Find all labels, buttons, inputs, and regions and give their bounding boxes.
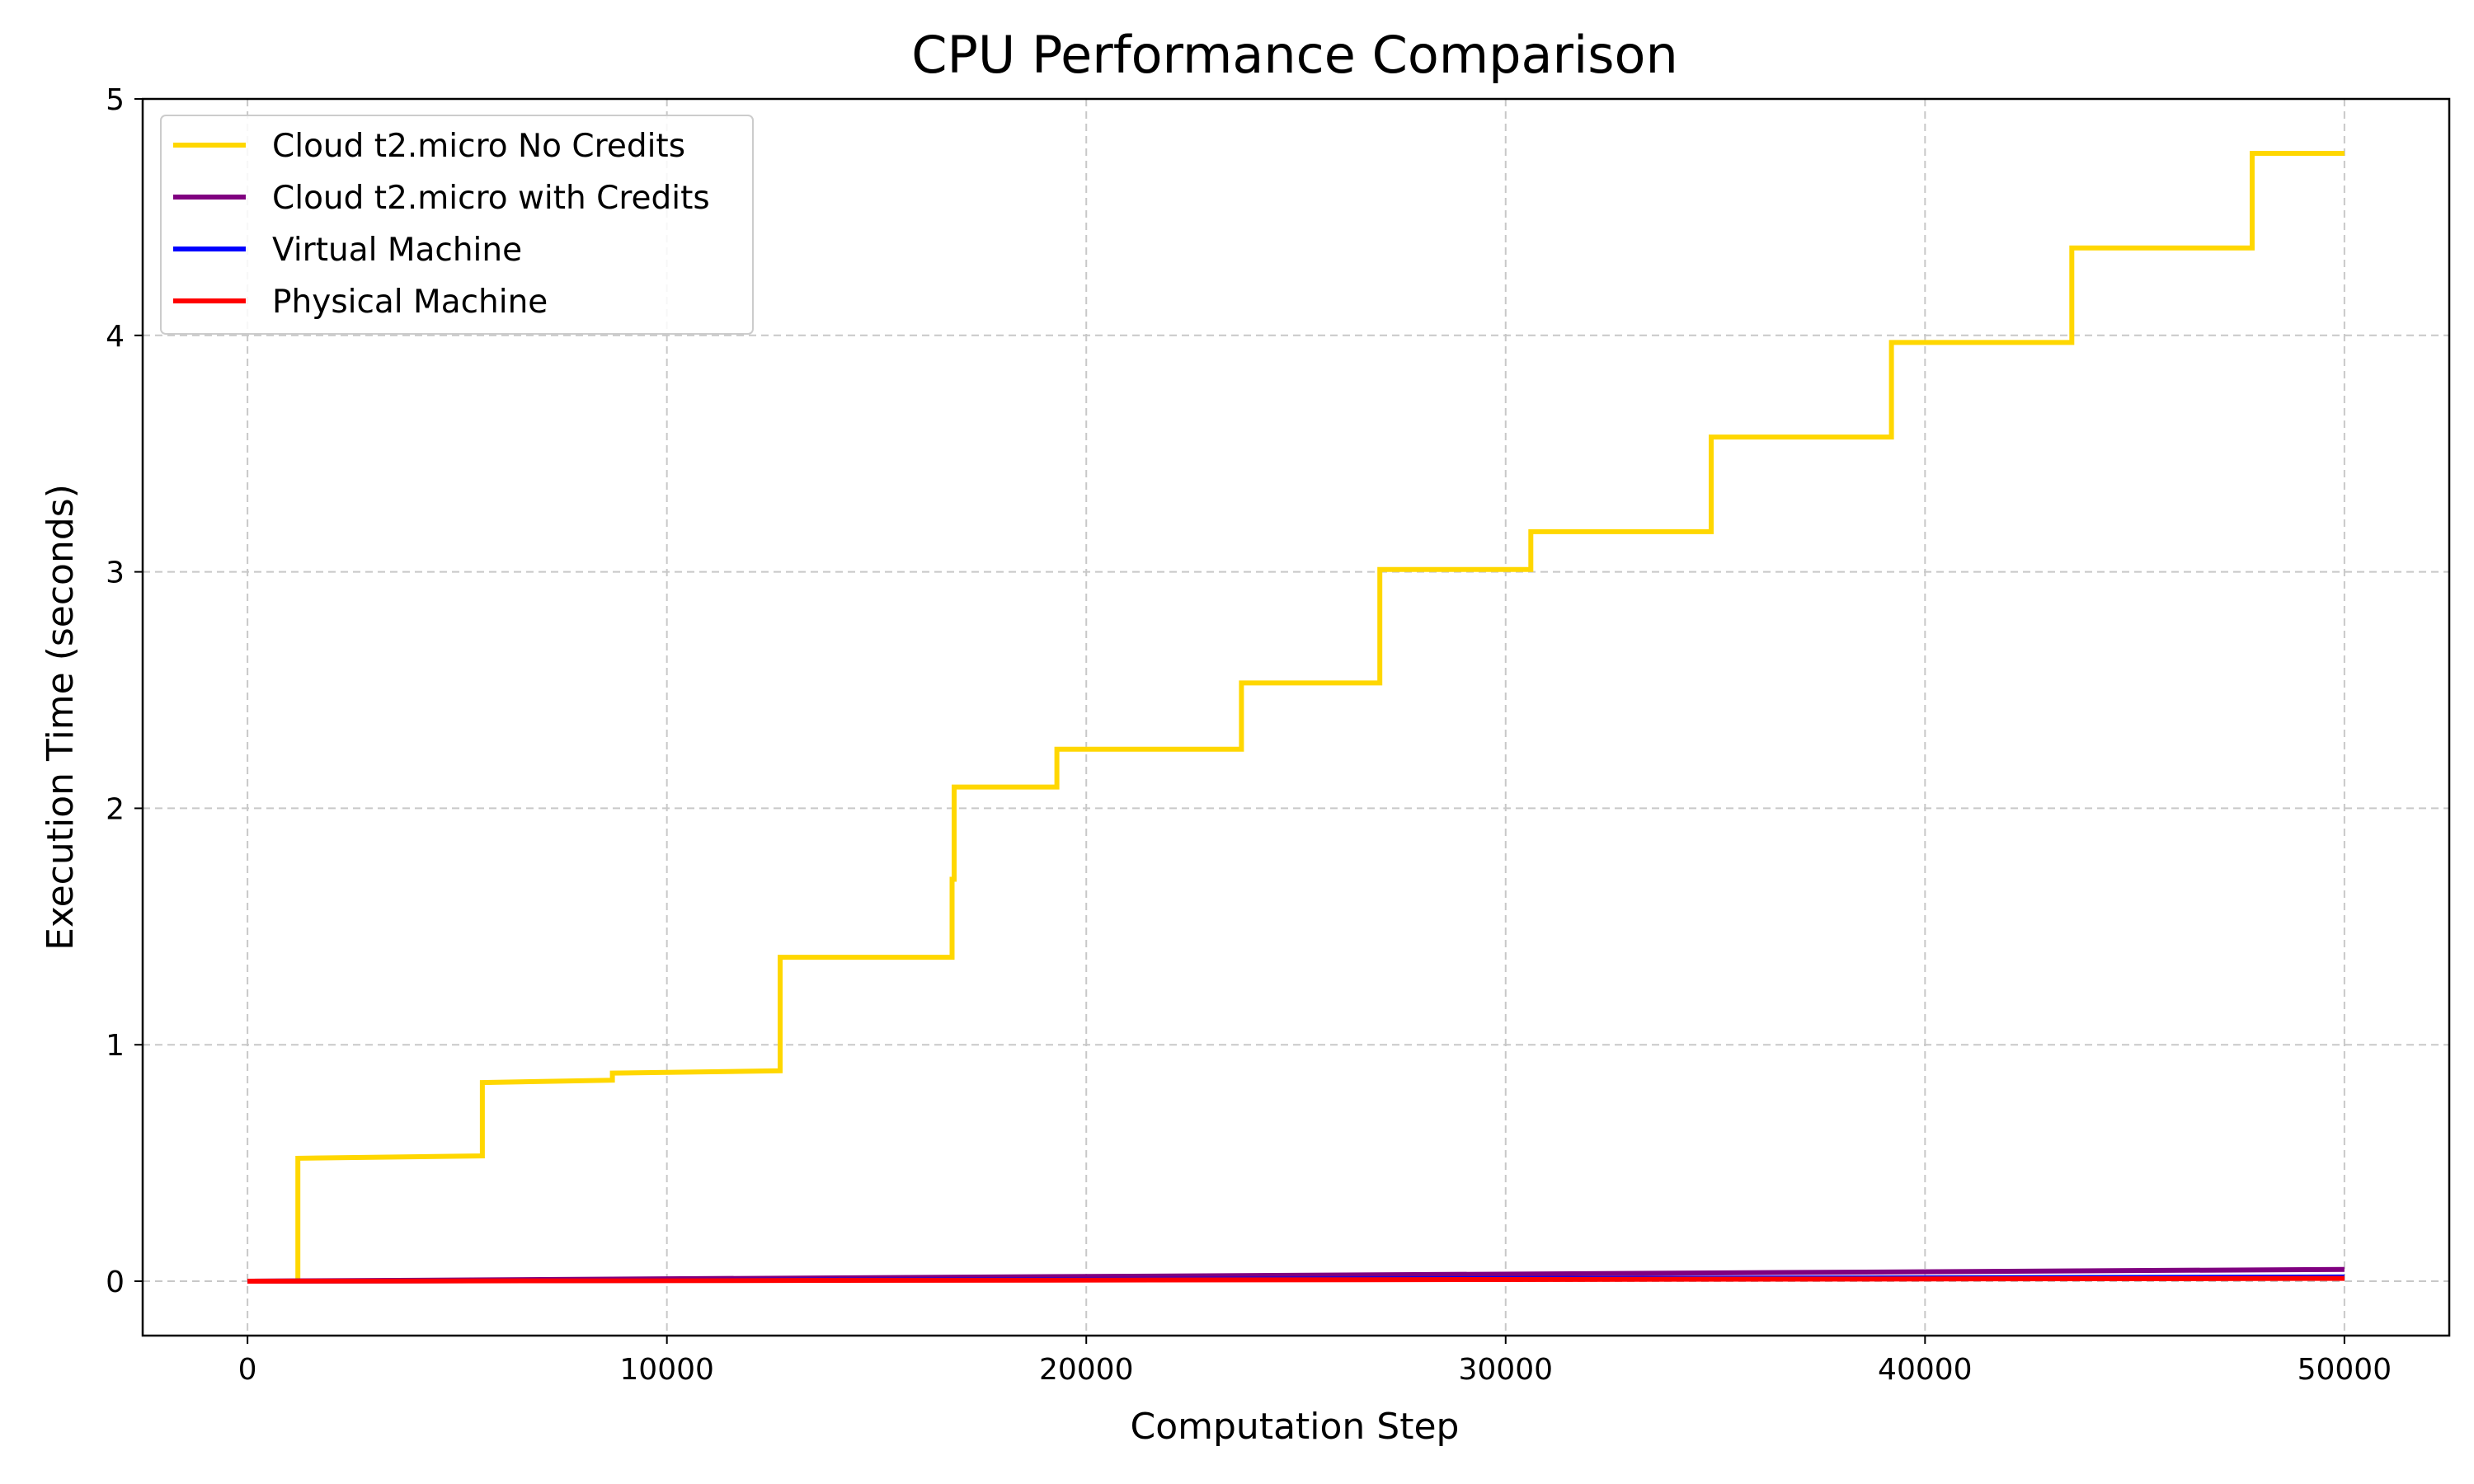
legend-label-1: Cloud t2.micro with Credits [272,180,710,217]
axis-ticks: 0 10000 20000 30000 40000 50000 0 1 2 3 4 5 [106,83,2392,1387]
legend-label-3: Physical Machine [272,284,548,321]
series-line-3 [247,1275,2345,1284]
y-tick-label-5: 5 [106,83,125,117]
x-tick-label-2: 20000 [1039,1353,1134,1387]
y-tick-label-0: 0 [106,1266,125,1299]
chart-title: CPU Performance Comparison [911,25,1678,85]
x-tick-label-3: 30000 [1459,1353,1554,1387]
y-tick-label-2: 2 [106,792,125,826]
x-tick-label-1: 10000 [619,1353,714,1387]
x-axis-label: Computation Step [1131,1406,1460,1448]
y-axis-label: Execution Time (seconds) [40,484,82,951]
y-tick-label-3: 3 [106,556,125,590]
legend-label-0: Cloud t2.micro No Credits [272,128,685,165]
series-lines [247,151,2345,1284]
x-tick-label-4: 40000 [1878,1353,1973,1387]
y-tick-label-1: 1 [106,1029,125,1063]
x-tick-label-0: 0 [238,1353,257,1387]
x-tick-label-5: 50000 [2298,1353,2392,1387]
legend: Cloud t2.micro No Credits Cloud t2.micro … [160,115,754,335]
series-line-0 [247,151,2345,1284]
legend-box [160,115,754,335]
legend-label-2: Virtual Machine [272,232,522,269]
y-tick-label-4: 4 [106,320,125,354]
plot-frame [141,97,2451,1337]
